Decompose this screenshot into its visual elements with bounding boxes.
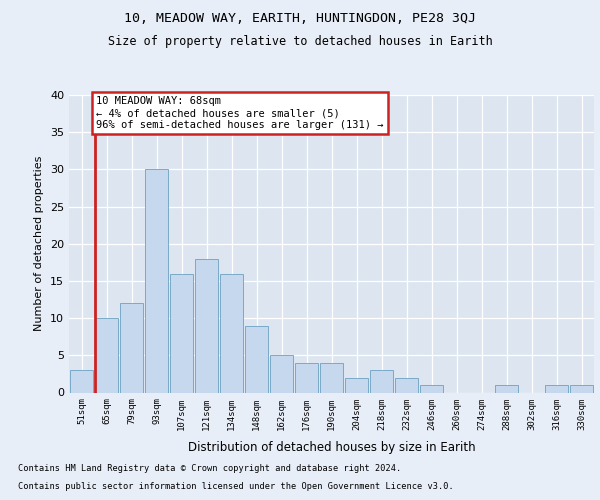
Bar (145, 170, 168, 392)
Text: Size of property relative to detached houses in Earith: Size of property relative to detached ho… (107, 35, 493, 48)
Bar (245, 326, 268, 392)
Bar (345, 378, 368, 392)
Bar (220, 274, 243, 392)
Text: Contains HM Land Registry data © Crown copyright and database right 2024.: Contains HM Land Registry data © Crown c… (18, 464, 401, 473)
Bar (395, 378, 418, 392)
Bar (545, 385, 568, 392)
Bar (270, 356, 293, 393)
Text: 10 MEADOW WAY: 68sqm
← 4% of detached houses are smaller (5)
96% of semi-detache: 10 MEADOW WAY: 68sqm ← 4% of detached ho… (97, 96, 384, 130)
Text: Contains public sector information licensed under the Open Government Licence v3: Contains public sector information licen… (18, 482, 454, 491)
Y-axis label: Number of detached properties: Number of detached properties (34, 156, 44, 332)
Bar (370, 370, 393, 392)
Bar (295, 363, 318, 392)
Bar (420, 385, 443, 392)
Bar (320, 363, 343, 392)
Bar (170, 274, 193, 392)
Bar (70, 370, 93, 392)
Bar (570, 385, 593, 392)
Bar (95, 318, 118, 392)
Bar (495, 385, 518, 392)
Bar (120, 303, 143, 392)
Bar (195, 258, 218, 392)
Text: 10, MEADOW WAY, EARITH, HUNTINGDON, PE28 3QJ: 10, MEADOW WAY, EARITH, HUNTINGDON, PE28… (124, 12, 476, 26)
X-axis label: Distribution of detached houses by size in Earith: Distribution of detached houses by size … (188, 440, 475, 454)
